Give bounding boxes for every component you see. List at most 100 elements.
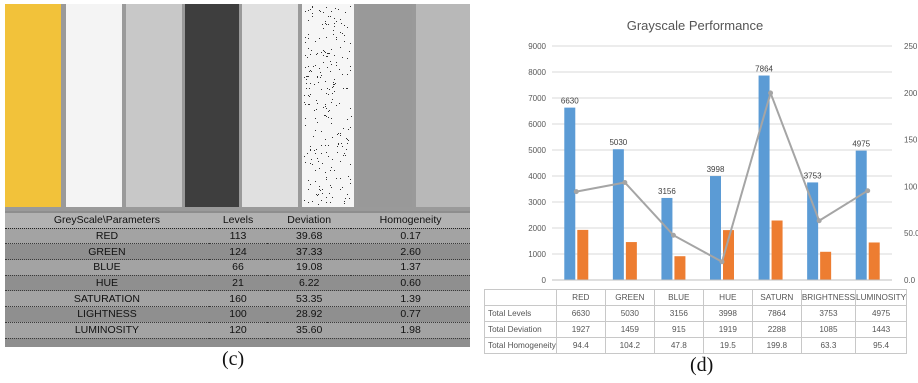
noise-speck bbox=[339, 132, 341, 134]
table-cell: 5030 bbox=[604, 305, 655, 322]
noise-speck bbox=[310, 50, 312, 52]
noise-speck bbox=[333, 82, 335, 84]
noise-speck bbox=[347, 140, 349, 142]
data-label: 6630 bbox=[561, 97, 579, 106]
gray-strip bbox=[416, 4, 470, 207]
table-cell: LIGHTNESS bbox=[5, 306, 209, 323]
table-cell: 53.35 bbox=[267, 290, 352, 308]
category-label: BLUE bbox=[653, 289, 704, 306]
noise-speck bbox=[323, 50, 325, 52]
table-cell: 120 bbox=[208, 322, 268, 339]
noise-speck bbox=[333, 55, 335, 57]
bar-total-deviation bbox=[723, 230, 734, 280]
noise-speck bbox=[306, 152, 308, 154]
table-cell: 199.8 bbox=[751, 337, 802, 354]
noise-speck bbox=[335, 21, 337, 23]
noise-speck bbox=[305, 124, 307, 126]
noise-speck bbox=[305, 36, 307, 38]
noise-speck bbox=[343, 153, 345, 155]
gray-strip bbox=[242, 4, 298, 207]
y-right-tick-label: 100. bbox=[904, 182, 918, 191]
noise-speck bbox=[319, 76, 321, 78]
noise-speck bbox=[322, 23, 324, 25]
noise-speck bbox=[312, 13, 314, 15]
noise-speck bbox=[309, 183, 311, 185]
noise-speck bbox=[319, 68, 321, 70]
y-left-tick-label: 7000 bbox=[528, 94, 546, 103]
noise-speck bbox=[304, 42, 306, 44]
noise-speck bbox=[328, 93, 330, 95]
table-cell: 1.39 bbox=[351, 290, 470, 308]
noise-speck bbox=[304, 161, 306, 163]
noise-speck bbox=[348, 176, 350, 178]
noise-speck bbox=[330, 71, 332, 73]
noise-speck bbox=[306, 56, 308, 58]
noise-speck bbox=[307, 34, 309, 36]
noise-speck bbox=[312, 163, 314, 165]
noise-speck bbox=[317, 121, 319, 123]
table-cell: 6.22 bbox=[267, 275, 352, 292]
noise-speck bbox=[306, 79, 308, 81]
noise-speck bbox=[336, 61, 338, 63]
table-cell: LUMINOSITY bbox=[5, 322, 209, 339]
y-left-tick-label: 8000 bbox=[528, 68, 546, 77]
noise-speck bbox=[315, 64, 317, 66]
noise-speck bbox=[330, 167, 332, 169]
table-cell: 6630 bbox=[555, 305, 606, 322]
noise-speck bbox=[350, 107, 352, 109]
noise-speck bbox=[336, 39, 338, 41]
noise-speck bbox=[329, 185, 331, 187]
noise-speck bbox=[311, 159, 313, 161]
noise-speck bbox=[322, 162, 324, 164]
noise-speck bbox=[318, 203, 320, 205]
noise-speck bbox=[310, 70, 312, 72]
noise-speck bbox=[334, 84, 336, 86]
noise-speck bbox=[324, 114, 326, 116]
noise-speck bbox=[312, 6, 314, 8]
noise-speck bbox=[332, 84, 334, 86]
bar-total-deviation bbox=[577, 229, 589, 280]
noise-speck bbox=[344, 154, 346, 156]
bar-total-levels bbox=[612, 149, 624, 280]
noise-speck bbox=[336, 151, 338, 153]
noise-speck bbox=[349, 43, 351, 45]
noise-speck bbox=[340, 135, 342, 137]
row-label: Total Levels bbox=[484, 305, 557, 322]
category-label: BRIGHTNESS bbox=[800, 289, 857, 306]
y-left-tick-label: 0 bbox=[542, 276, 547, 285]
homogeneity-point bbox=[573, 189, 579, 195]
noise-speck bbox=[332, 85, 334, 87]
noise-speck bbox=[329, 170, 331, 172]
noise-speck bbox=[319, 10, 321, 12]
noise-speck bbox=[329, 89, 331, 91]
noise-speck bbox=[315, 193, 317, 195]
noise-speck bbox=[307, 189, 309, 191]
noise-speck bbox=[332, 136, 334, 138]
table-cell: BLUE bbox=[5, 259, 209, 276]
noise-speck bbox=[305, 83, 307, 85]
noise-speck bbox=[325, 92, 327, 94]
noise-speck bbox=[333, 25, 335, 27]
category-label: HUE bbox=[702, 289, 753, 306]
noise-speck bbox=[312, 201, 314, 203]
table-cell: 2288 bbox=[751, 321, 802, 338]
noise-speck bbox=[307, 76, 309, 78]
noise-speck bbox=[316, 77, 318, 79]
noise-speck bbox=[319, 37, 321, 39]
table-cell: 1459 bbox=[604, 321, 655, 338]
noise-speck bbox=[330, 102, 332, 104]
noise-speck bbox=[330, 10, 332, 12]
table-row: Total Homogeneity 94.4 104.2 47.8 19.5 199.8 6… bbox=[484, 337, 908, 354]
gray-strip bbox=[126, 4, 182, 207]
y-right-tick-label: 0.0 bbox=[904, 276, 916, 285]
noise-speck bbox=[312, 136, 314, 138]
table-header-cell: Homogeneity bbox=[351, 213, 470, 229]
noise-speck bbox=[318, 82, 320, 84]
table-cell: 1443 bbox=[855, 321, 908, 338]
noise-speck bbox=[332, 98, 334, 100]
table-cell: 100 bbox=[208, 306, 268, 323]
noise-speck bbox=[325, 52, 327, 54]
noise-speck bbox=[315, 130, 317, 132]
noise-speck bbox=[326, 88, 328, 90]
grayscale-strip-image bbox=[5, 4, 470, 211]
